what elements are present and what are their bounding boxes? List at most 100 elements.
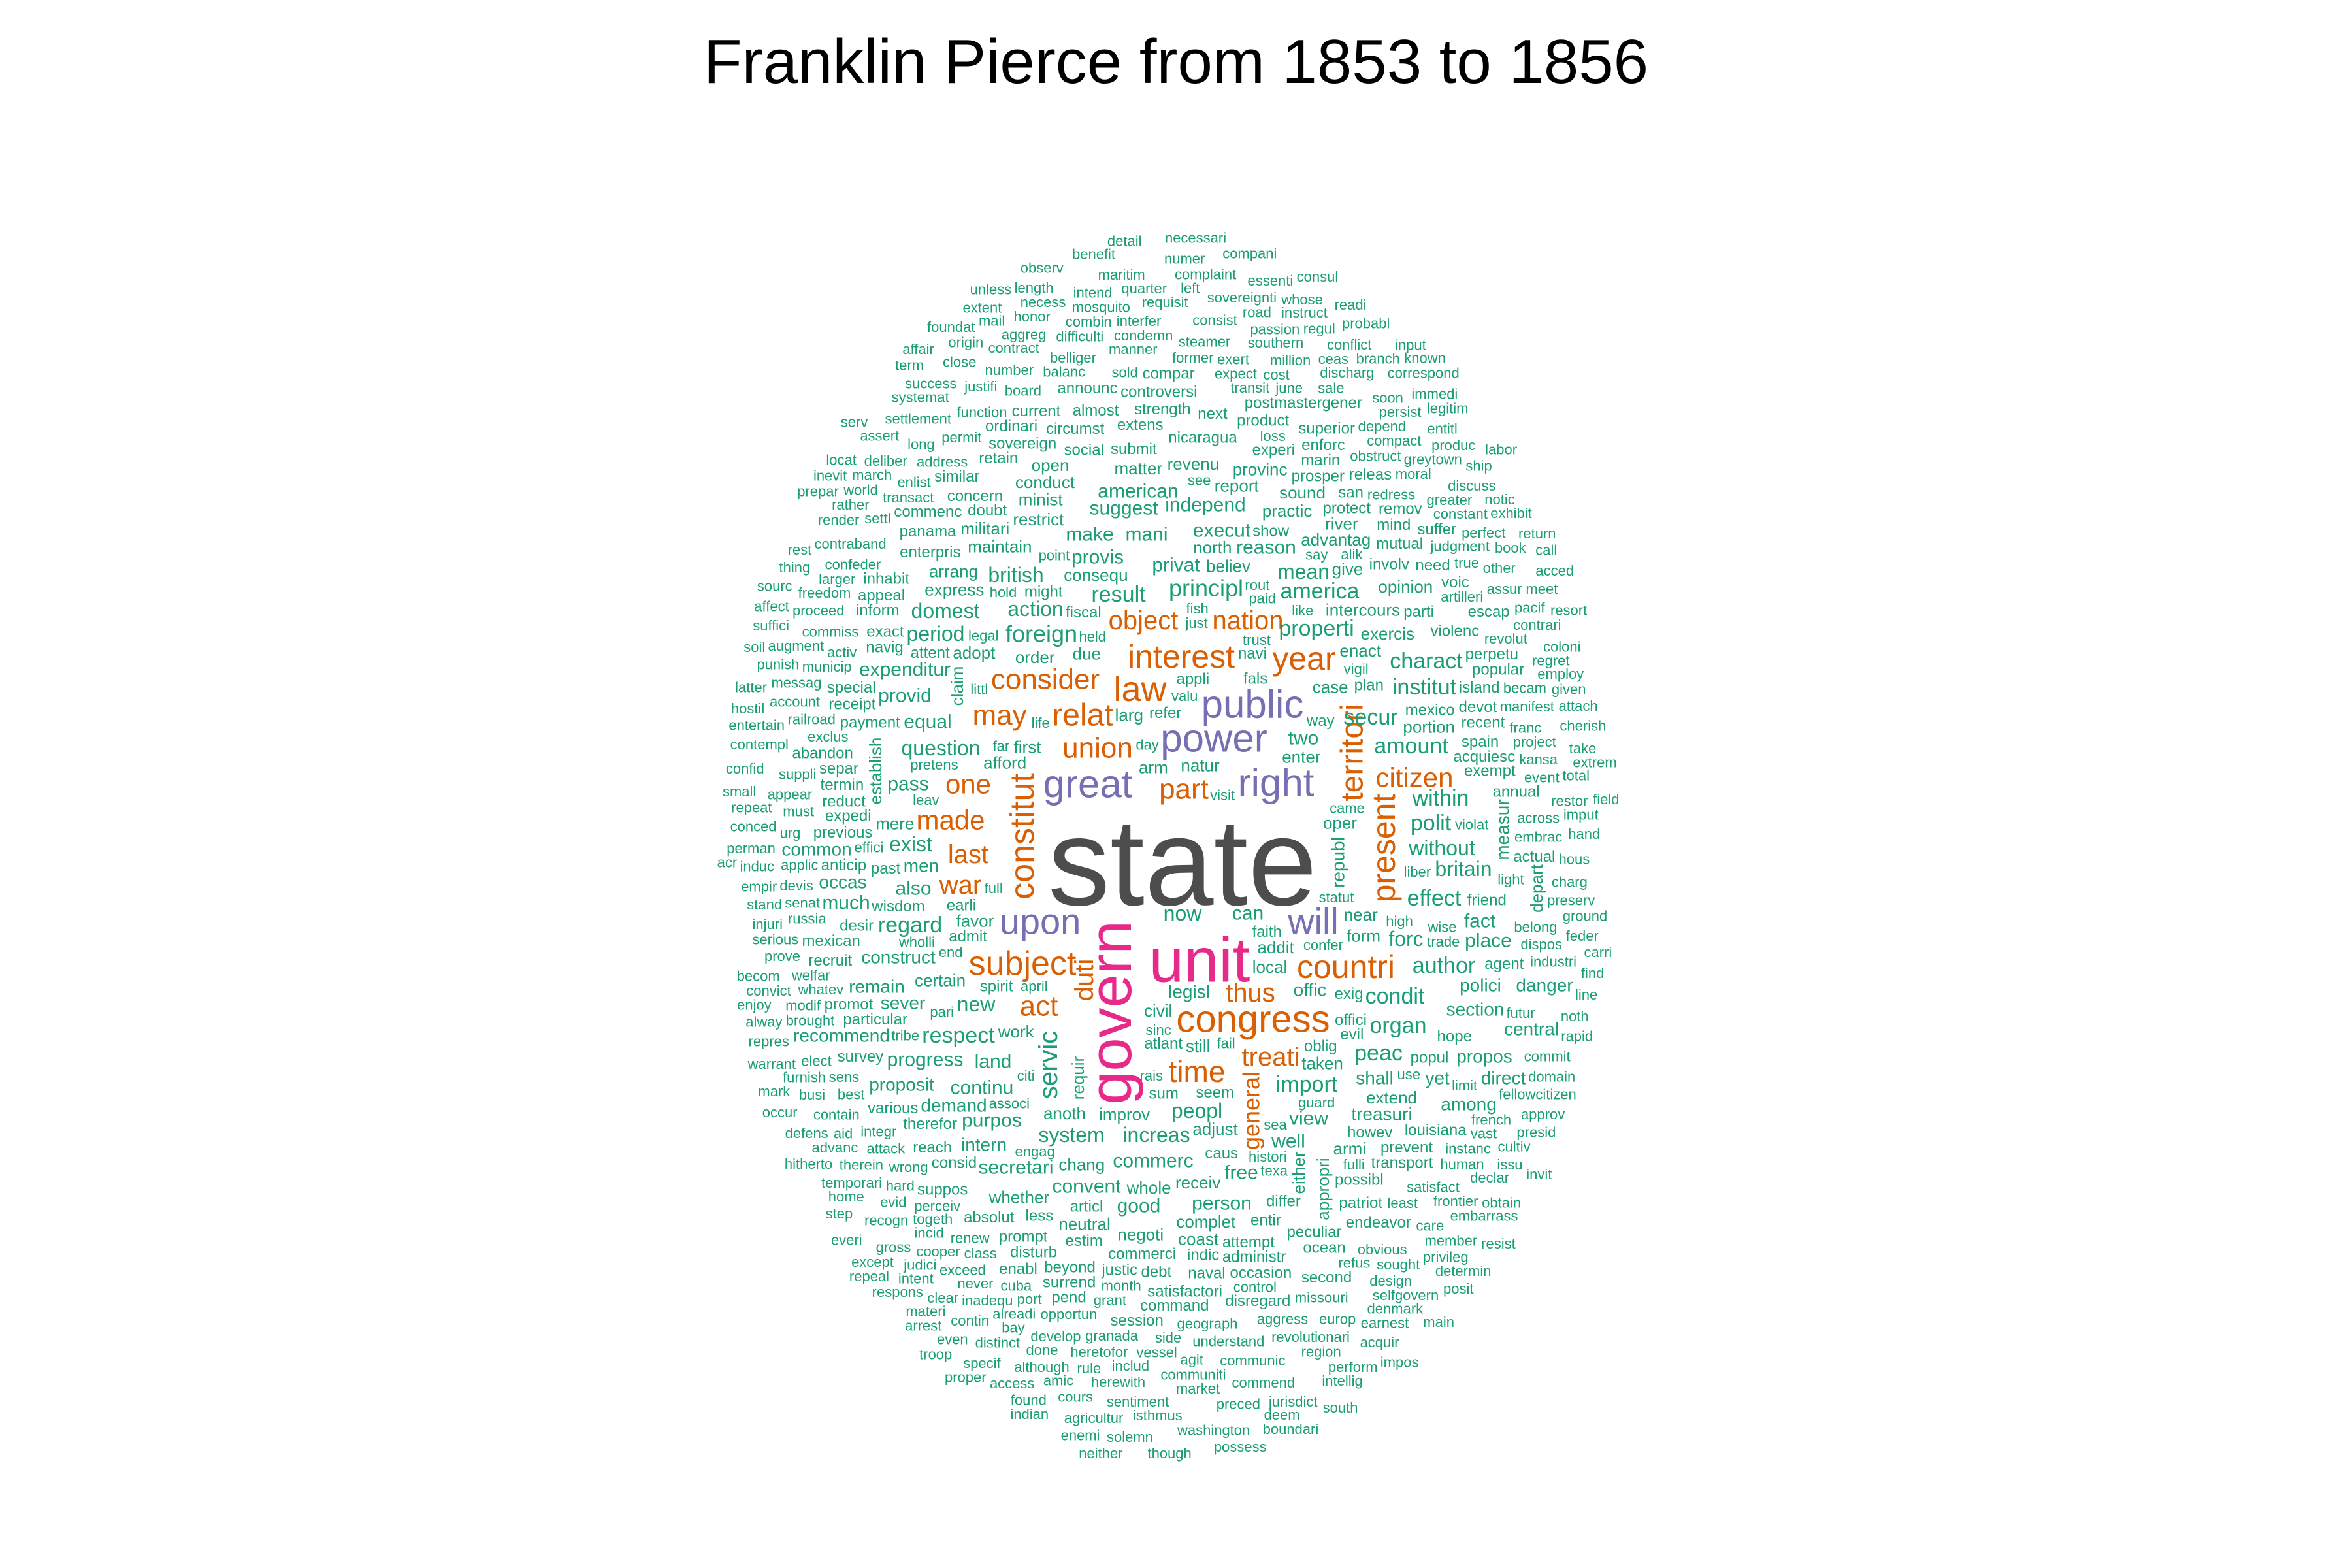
word-year: year [1272, 640, 1335, 677]
word-hostil: hostil [731, 700, 764, 717]
word-thus: thus [1226, 979, 1275, 1007]
word-atlant: atlant [1144, 1035, 1183, 1053]
word-practic: practic [1262, 501, 1313, 521]
word-french: french [1471, 1112, 1511, 1128]
word-exig: exig [1335, 985, 1364, 1003]
word-sought: sought [1377, 1256, 1420, 1273]
word-local: local [1252, 957, 1287, 977]
word-soil: soil [743, 639, 765, 655]
word-well: well [1271, 1131, 1305, 1152]
word-side: side [1155, 1330, 1181, 1346]
word-bay: bay [1002, 1319, 1024, 1335]
word-gross: gross [876, 1239, 911, 1256]
word-provinc: provinc [1233, 459, 1288, 479]
word-across: across [1517, 810, 1560, 826]
word-honor: honor [1014, 308, 1051, 325]
word-prevent: prevent [1380, 1139, 1433, 1156]
word-charact: charact [1390, 649, 1463, 674]
word-satisfact: satisfact [1407, 1179, 1460, 1195]
word-communic: communic [1220, 1352, 1285, 1369]
word-call: call [1535, 542, 1557, 558]
word-revolutionari: revolutionari [1271, 1329, 1350, 1345]
word-franc: franc [1509, 720, 1541, 736]
word-liber: liber [1404, 864, 1431, 880]
word-neither: neither [1079, 1445, 1122, 1462]
word-marin: marin [1301, 451, 1340, 469]
word-prosper: prosper [1292, 467, 1345, 485]
word-even: even [937, 1331, 968, 1347]
word-respons: respons [872, 1284, 923, 1300]
word-announc: announc [1057, 380, 1117, 397]
word-passion: passion [1250, 321, 1299, 337]
word-attempt: attempt [1222, 1233, 1275, 1251]
word-need: need [1415, 557, 1450, 574]
word-sound: sound [1279, 483, 1326, 502]
word-obvious: obvious [1358, 1241, 1407, 1258]
word-evid: evid [880, 1194, 906, 1211]
word-respect: respect [922, 1023, 995, 1048]
word-order: order [1015, 647, 1055, 667]
word-yet: yet [1425, 1068, 1450, 1088]
word-stand: stand [747, 896, 782, 913]
word-solemn: solemn [1107, 1429, 1153, 1445]
word-appeal: appeal [858, 587, 905, 604]
word-inevit: inevit [813, 467, 847, 483]
word-preserv: preserv [1547, 892, 1595, 908]
word-granada: granada [1085, 1328, 1139, 1344]
word-becom: becom [737, 968, 780, 985]
word-patriot: patriot [1339, 1194, 1382, 1212]
word-like: like [1292, 602, 1313, 619]
word-reason: reason [1236, 537, 1296, 559]
word-propos: propos [1456, 1047, 1512, 1067]
word-specif: specif [963, 1355, 1001, 1371]
word-restrict: restrict [1013, 510, 1064, 529]
word-exceed: exceed [939, 1262, 986, 1278]
word-balanc: balanc [1043, 364, 1085, 380]
word-near: near [1344, 905, 1378, 924]
word-can: can [1232, 903, 1264, 924]
word-term: term [895, 357, 924, 374]
word-littl: littl [970, 681, 988, 697]
word-devis: devis [779, 877, 813, 894]
word-port: port [1017, 1291, 1042, 1307]
word-assur: assur [1487, 581, 1522, 597]
word-found: found [1011, 1392, 1047, 1408]
word-equal: equal [904, 711, 951, 733]
word-anoth: anoth [1043, 1103, 1086, 1123]
word-alik: alik [1341, 546, 1363, 563]
word-govern: govern [1077, 921, 1144, 1104]
word-revolut: revolut [1484, 630, 1527, 647]
word-pass: pass [887, 774, 928, 795]
word-permit: permit [941, 429, 981, 446]
word-june: june [1275, 380, 1303, 396]
word-citi: citi [1017, 1068, 1035, 1084]
word-indian: indian [1010, 1406, 1049, 1422]
word-peculiar: peculiar [1287, 1223, 1342, 1241]
word-earnest: earnest [1361, 1315, 1409, 1331]
word-similar: similar [934, 468, 979, 485]
word-march: march [852, 466, 892, 483]
word-oblig: oblig [1304, 1037, 1337, 1055]
word-mani: mani [1125, 524, 1168, 546]
word-sinc: sinc [1146, 1022, 1171, 1038]
word-convict: convict [746, 983, 791, 999]
word-militari: militari [960, 519, 1009, 538]
word-correspond: correspond [1388, 365, 1460, 381]
word-just: just [1185, 615, 1208, 631]
word-opinion: opinion [1378, 577, 1433, 596]
word-remain: remain [849, 977, 905, 997]
word-river: river [1325, 514, 1358, 534]
word-controversi: controversi [1120, 384, 1197, 401]
word-region: region [1301, 1343, 1341, 1360]
word-mark: mark [758, 1083, 791, 1100]
word-whose: whose [1281, 291, 1323, 308]
word-intellig: intellig [1322, 1373, 1362, 1389]
word-affair: affair [902, 341, 934, 357]
word-applic: applic [781, 857, 818, 874]
word-prepar: prepar [797, 483, 839, 500]
word-presid: presid [1516, 1124, 1556, 1141]
word-navi: navi [1238, 645, 1267, 662]
word-moral: moral [1396, 466, 1431, 482]
word-amount: amount [1374, 734, 1448, 759]
word-day: day [1135, 737, 1158, 753]
